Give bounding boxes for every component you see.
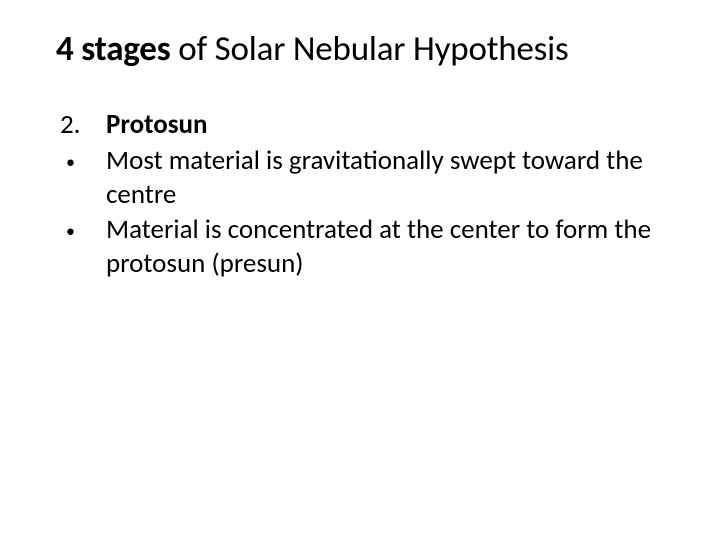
bullet-marker: • [60,213,106,243]
bullet-marker: • [60,144,106,174]
title-bold: 4 stages [56,28,171,70]
item-number: 2. [60,108,106,142]
content-area: 2. Protosun • Most material is gravitati… [56,108,680,281]
bullet-item: • Most material is gravitationally swept… [60,144,680,212]
bullet-text: Most material is gravitationally swept t… [106,144,680,212]
item-heading: Protosun [106,108,680,142]
numbered-item: 2. Protosun [60,108,680,142]
bullet-item: • Material is concentrated at the center… [60,213,680,281]
title-rest: of Solar Nebular Hypothesis [171,28,569,70]
bullet-text: Material is concentrated at the center t… [106,213,680,281]
page-title: 4 stages of Solar Nebular Hypothesis [56,28,680,70]
